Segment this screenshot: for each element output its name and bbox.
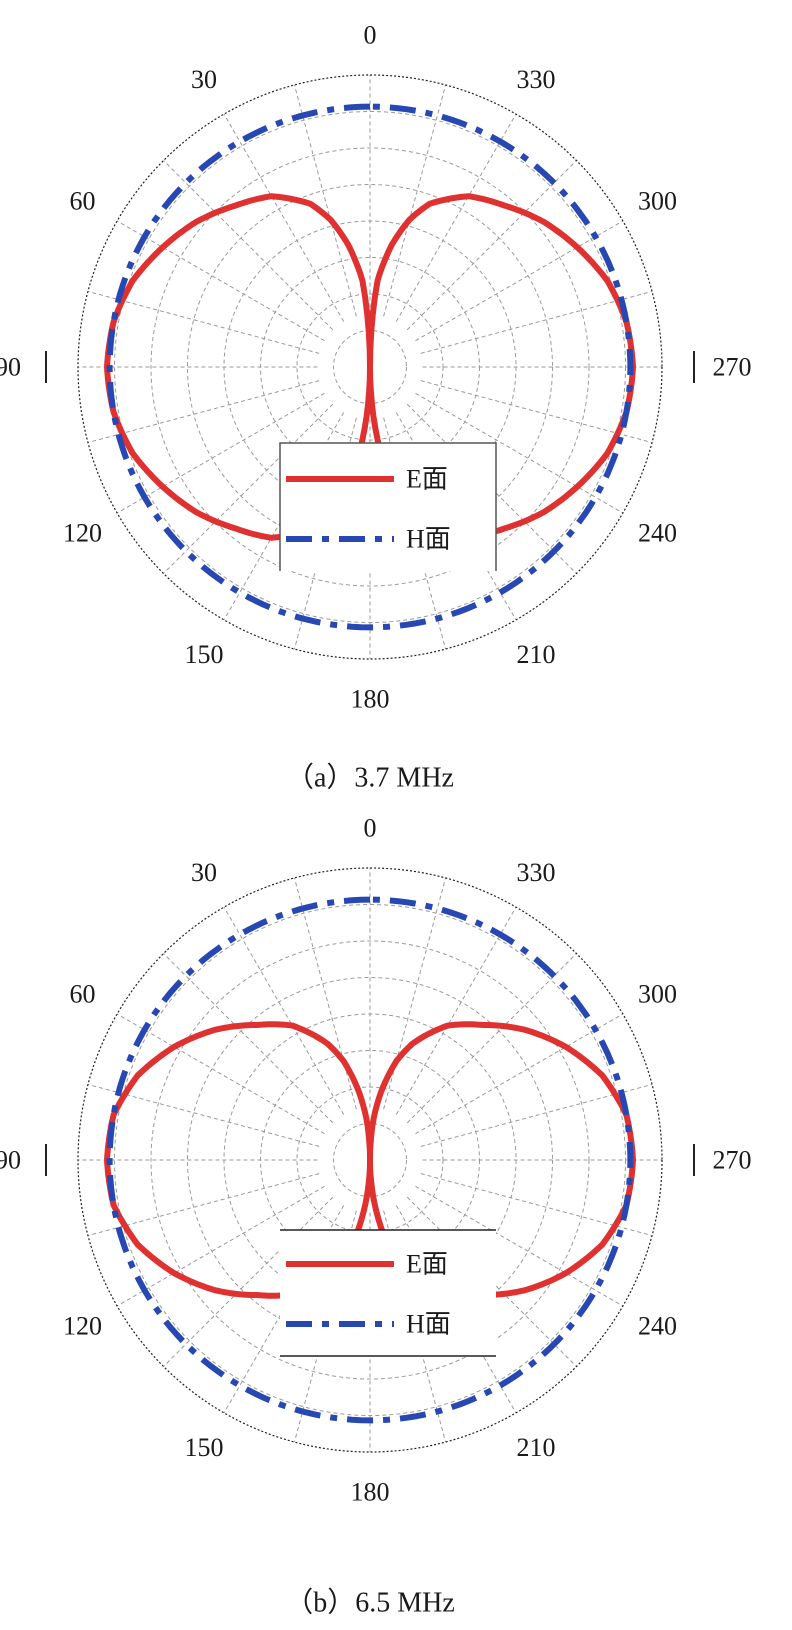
angle-label-180: 180 <box>351 685 390 714</box>
angle-labels: 0 30 60 90 120 150 180 210 240 270 300 330 <box>0 814 752 1507</box>
grid-ring <box>114 904 626 1416</box>
angle-label-240: 240 <box>638 1312 677 1341</box>
grid-spoke <box>415 220 624 342</box>
angle-labels: 0 30 60 90 120 150 180 210 240 270 300 330 <box>0 21 752 714</box>
legend-label-h-plane: H面 <box>406 525 451 554</box>
figure-caption: （b）6.5 MHz <box>285 1587 455 1619</box>
angle-label-60: 60 <box>69 187 95 216</box>
angle-label-180: 180 <box>351 1478 390 1507</box>
grid-spoke <box>87 380 320 444</box>
outer-ring <box>77 74 663 660</box>
grid-spoke <box>420 380 653 444</box>
grid-spoke <box>415 1185 624 1307</box>
series-line-h-plane <box>106 896 634 1424</box>
grid-spoke <box>293 877 357 1110</box>
legend-label-e-plane: E面 <box>406 1250 448 1279</box>
legend: E面 H面 <box>279 442 497 571</box>
grid-spoke <box>163 160 334 331</box>
grid-spoke <box>415 1013 624 1135</box>
legend-border <box>279 442 497 571</box>
grid-spoke <box>116 392 325 514</box>
angle-label-150: 150 <box>185 640 224 669</box>
grid-spoke <box>293 84 357 317</box>
grid-spoke <box>116 1013 325 1135</box>
angle-label-270: 270 <box>713 1146 752 1175</box>
angle-label-300: 300 <box>638 980 677 1009</box>
angle-label-0: 0 <box>364 814 377 843</box>
grid-spoke <box>395 906 517 1115</box>
series-line-e-plane <box>104 1021 636 1299</box>
angle-label-330: 330 <box>517 858 556 887</box>
angle-label-300: 300 <box>638 187 677 216</box>
grid-spoke <box>406 953 577 1124</box>
angle-label-30: 30 <box>191 65 217 94</box>
angle-label-0: 0 <box>364 21 377 50</box>
grid-ring <box>150 147 590 587</box>
grid-spoke <box>406 160 577 331</box>
polar-plot-a: 0 30 60 90 120 150 180 210 240 270 300 330 E面 H面 （a）3.… <box>0 21 752 794</box>
legend-bg <box>280 1230 496 1356</box>
angle-label-150: 150 <box>185 1433 224 1462</box>
grid-ring <box>150 940 590 1380</box>
series-line-e-plane <box>104 193 636 541</box>
angle-label-240: 240 <box>638 519 677 548</box>
grid-spoke <box>395 113 517 322</box>
angle-label-60: 60 <box>69 980 95 1009</box>
legend-label-e-plane: E面 <box>406 465 448 494</box>
grid-spoke <box>223 906 345 1115</box>
series-line-h-plane <box>106 103 634 631</box>
angle-label-120: 120 <box>63 1312 102 1341</box>
legend: E面 H面 <box>280 1229 496 1357</box>
grid-spoke <box>383 84 447 317</box>
grid-ring <box>296 293 444 441</box>
legend-label-h-plane: H面 <box>406 1310 451 1339</box>
grid-spoke <box>383 877 447 1110</box>
grid-spoke <box>87 290 320 354</box>
outer-ring <box>77 867 663 1453</box>
legend-bg <box>280 443 496 571</box>
angle-label-90: 90 <box>0 1146 21 1175</box>
angle-label-330: 330 <box>517 65 556 94</box>
grid-spoke <box>163 953 334 1124</box>
grid-spoke <box>116 1185 325 1307</box>
grid-spoke <box>223 113 345 322</box>
grid-spoke <box>420 290 653 354</box>
grid-spoke <box>415 392 624 514</box>
grid-ring <box>114 111 626 623</box>
figure-caption: （a）3.7 MHz <box>286 762 454 794</box>
angle-label-90: 90 <box>0 353 21 382</box>
grid-spoke <box>163 403 334 574</box>
grid-spoke <box>163 1196 334 1367</box>
grid-spoke <box>116 220 325 342</box>
angle-label-270: 270 <box>713 353 752 382</box>
polar-plot-b: 0 30 60 90 120 150 180 210 240 270 300 330 E面 H面 （b）6.… <box>0 814 752 1619</box>
angle-label-30: 30 <box>191 858 217 887</box>
angle-label-120: 120 <box>63 519 102 548</box>
angle-label-210: 210 <box>517 1433 556 1462</box>
angle-label-210: 210 <box>517 640 556 669</box>
